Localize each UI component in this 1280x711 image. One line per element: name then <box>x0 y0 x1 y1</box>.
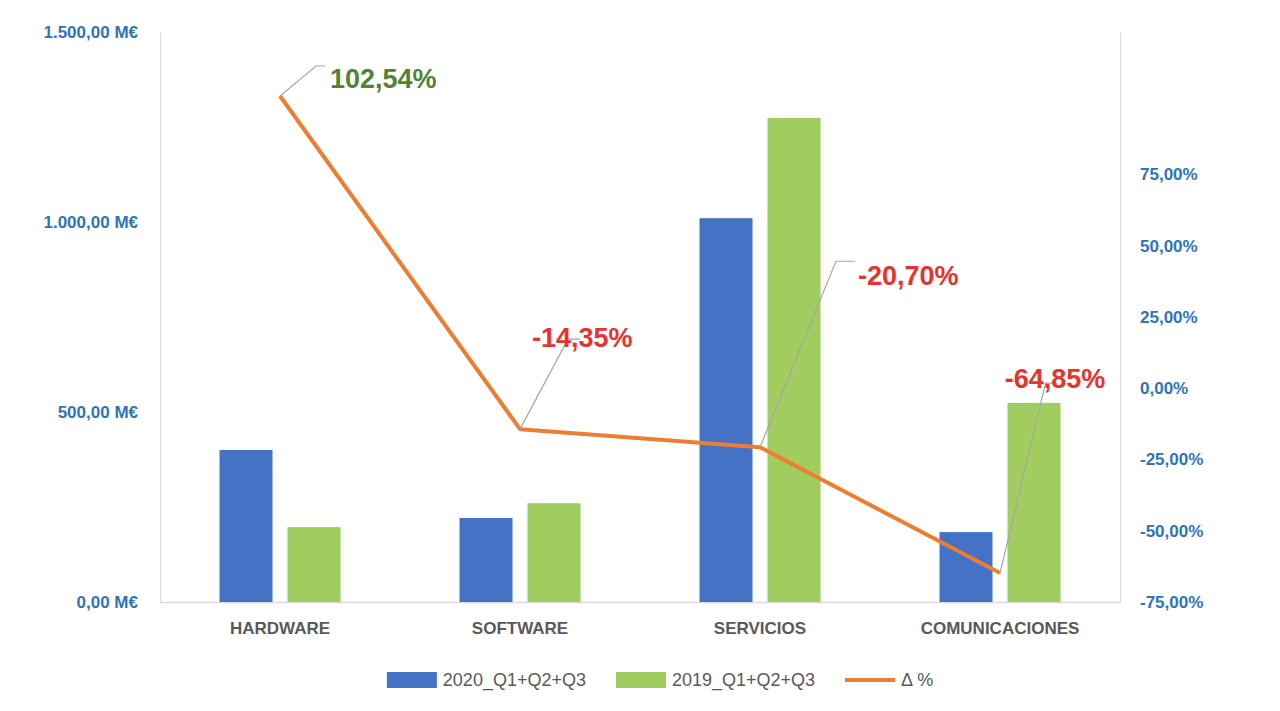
y2-tick-label: -50,00% <box>1140 522 1203 541</box>
leader-line <box>1000 383 1057 573</box>
y2-tick-label: 50,00% <box>1140 237 1198 256</box>
bar <box>768 118 821 602</box>
plot-area <box>220 96 1061 602</box>
leader-line <box>280 66 325 96</box>
y-axis: 0,00 M€ 500,00 M€ 1.000,00 M€ 1.500,00 M€ <box>43 23 160 612</box>
legend-swatch <box>387 672 437 688</box>
leader-line <box>760 261 855 447</box>
y-axis-line <box>160 33 161 603</box>
y2-tick: 25,00% <box>1120 308 1198 327</box>
legend: 2020_Q1+Q2+Q3 2019_Q1+Q2+Q3 Δ % <box>387 670 933 691</box>
x-tick: HARDWARE <box>230 602 330 638</box>
y-tick: 0,00 M€ <box>77 593 160 612</box>
x-tick-label: HARDWARE <box>230 619 330 638</box>
y-tick: 1.500,00 M€ <box>43 23 160 42</box>
legend-item: Δ % <box>845 670 933 690</box>
bar-series <box>288 118 1061 602</box>
bar <box>288 527 341 602</box>
chart: 0,00 M€ 500,00 M€ 1.000,00 M€ 1.500,00 M€ -7… <box>0 0 1280 711</box>
bar-series <box>220 218 993 602</box>
y2-tick-label: -75,00% <box>1140 593 1203 612</box>
y2-tick: -25,00% <box>1120 450 1203 469</box>
x-tick: SOFTWARE <box>472 602 568 638</box>
data-labels: 102,54% -14,35% -20,70% -64,85% <box>280 64 1105 573</box>
y-tick: 1.000,00 M€ <box>43 213 160 232</box>
legend-swatch <box>616 672 666 688</box>
y2-tick: 0,00% <box>1120 379 1188 398</box>
data-label: -64,85% <box>1005 364 1106 394</box>
y2-tick: 50,00% <box>1120 237 1198 256</box>
line <box>280 96 1000 573</box>
y-tick-label: 500,00 M€ <box>58 403 139 422</box>
y-tick-label: 0,00 M€ <box>77 593 139 612</box>
legend-item: 2019_Q1+Q2+Q3 <box>616 670 815 691</box>
legend-label: 2019_Q1+Q2+Q3 <box>672 670 815 691</box>
y-tick-label: 1.500,00 M€ <box>43 23 138 42</box>
legend-label: Δ % <box>901 670 933 690</box>
y-tick: 500,00 M€ <box>58 403 160 422</box>
data-label: -20,70% <box>858 261 959 291</box>
y2-tick: 75,00% <box>1120 165 1198 184</box>
y2-tick-label: 75,00% <box>1140 165 1198 184</box>
y2-tick-label: 25,00% <box>1140 308 1198 327</box>
x-tick-label: COMUNICACIONES <box>921 619 1080 638</box>
bar <box>700 218 753 602</box>
legend-item: 2020_Q1+Q2+Q3 <box>387 670 586 691</box>
bar <box>220 450 273 602</box>
bar <box>460 518 513 602</box>
x-tick: COMUNICACIONES <box>921 602 1080 638</box>
x-axis: HARDWARE SOFTWARE SERVICIOS COMUNICACIONES <box>161 602 1121 638</box>
data-label: -14,35% <box>532 323 633 353</box>
x-tick-label: SOFTWARE <box>472 619 568 638</box>
y2-tick-label: -25,00% <box>1140 450 1203 469</box>
legend-swatch <box>845 678 895 682</box>
y2-tick: -50,00% <box>1120 522 1203 541</box>
data-label: 102,54% <box>330 64 437 94</box>
y2-tick: -75,00% <box>1120 593 1203 612</box>
x-tick-label: SERVICIOS <box>714 619 806 638</box>
y2-tick-label: 0,00% <box>1140 379 1188 398</box>
legend-label: 2020_Q1+Q2+Q3 <box>443 670 586 691</box>
bar <box>528 503 581 602</box>
y2-axis-line <box>1120 33 1121 603</box>
y-tick-label: 1.000,00 M€ <box>43 213 138 232</box>
x-tick: SERVICIOS <box>714 602 806 638</box>
y2-axis: -75,00% -50,00% -25,00% 0,00% 25,00% 50,00% 75… <box>1120 33 1203 612</box>
